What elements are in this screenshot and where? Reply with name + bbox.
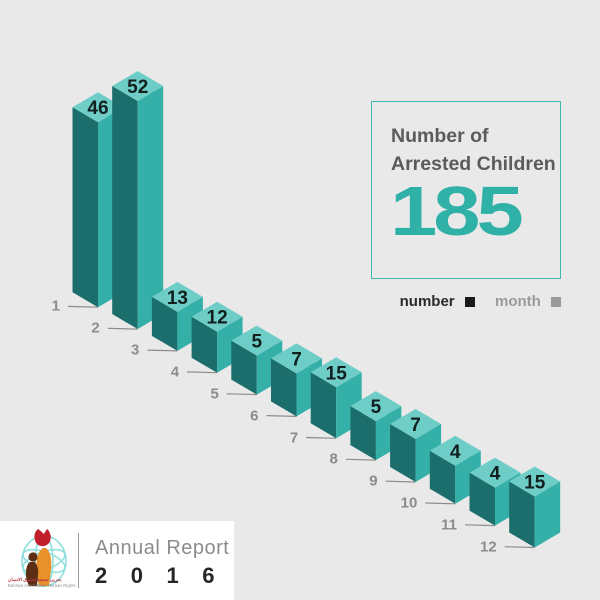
svg-text:15: 15 — [326, 363, 348, 384]
svg-text:5: 5 — [252, 332, 263, 353]
svg-text:4: 4 — [450, 442, 461, 463]
svg-text:12: 12 — [207, 308, 228, 329]
svg-text:5: 5 — [371, 397, 382, 418]
svg-text:52: 52 — [127, 77, 148, 98]
svg-text:4: 4 — [490, 464, 501, 485]
svg-text:7: 7 — [410, 415, 421, 436]
svg-text:7: 7 — [291, 349, 302, 370]
svg-text:46: 46 — [87, 98, 108, 119]
svg-text:13: 13 — [167, 288, 188, 309]
svg-text:15: 15 — [524, 473, 546, 494]
